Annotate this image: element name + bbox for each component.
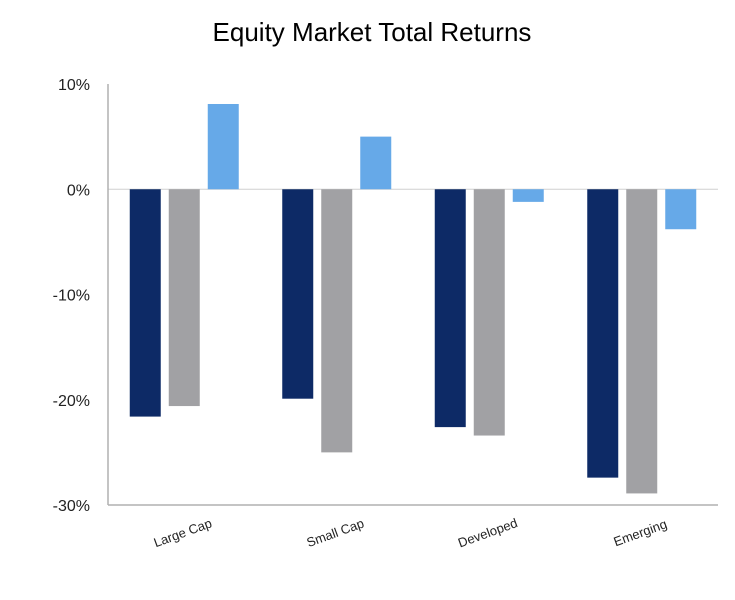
y-tick-label: 10% [58,77,90,94]
bar-developed-series-1 [434,189,466,428]
axes [107,84,718,506]
bar-emerging-series-1 [587,189,619,478]
x-tick-label: Developed [456,515,520,550]
y-tick-label: 0% [67,182,90,199]
y-tick-label: -30% [53,498,90,515]
bar-large-cap-series-1 [129,189,161,417]
bars [129,103,697,494]
bar-large-cap-series-2 [168,189,200,407]
x-tick-label: Emerging [612,516,669,549]
bar-emerging-series-2 [626,189,658,494]
bar-large-cap-series-3 [207,103,239,190]
bar-small-cap-series-3 [360,136,392,190]
y-tick-labels: 10% 0% -10% -20% -30% [53,77,90,515]
y-tick-label: -20% [53,393,90,410]
x-tick-labels: Large Cap Small Cap Developed Emerging [152,515,669,550]
x-tick-label: Large Cap [152,515,214,550]
y-tick-label: -10% [53,288,90,305]
x-tick-label: Small Cap [304,515,365,550]
bar-emerging-series-3 [665,189,697,230]
chart-title: Equity Market Total Returns [213,17,532,47]
bar-small-cap-series-2 [321,189,353,453]
bar-developed-series-3 [512,189,544,202]
bar-small-cap-series-1 [282,189,314,399]
bar-developed-series-2 [473,189,505,436]
